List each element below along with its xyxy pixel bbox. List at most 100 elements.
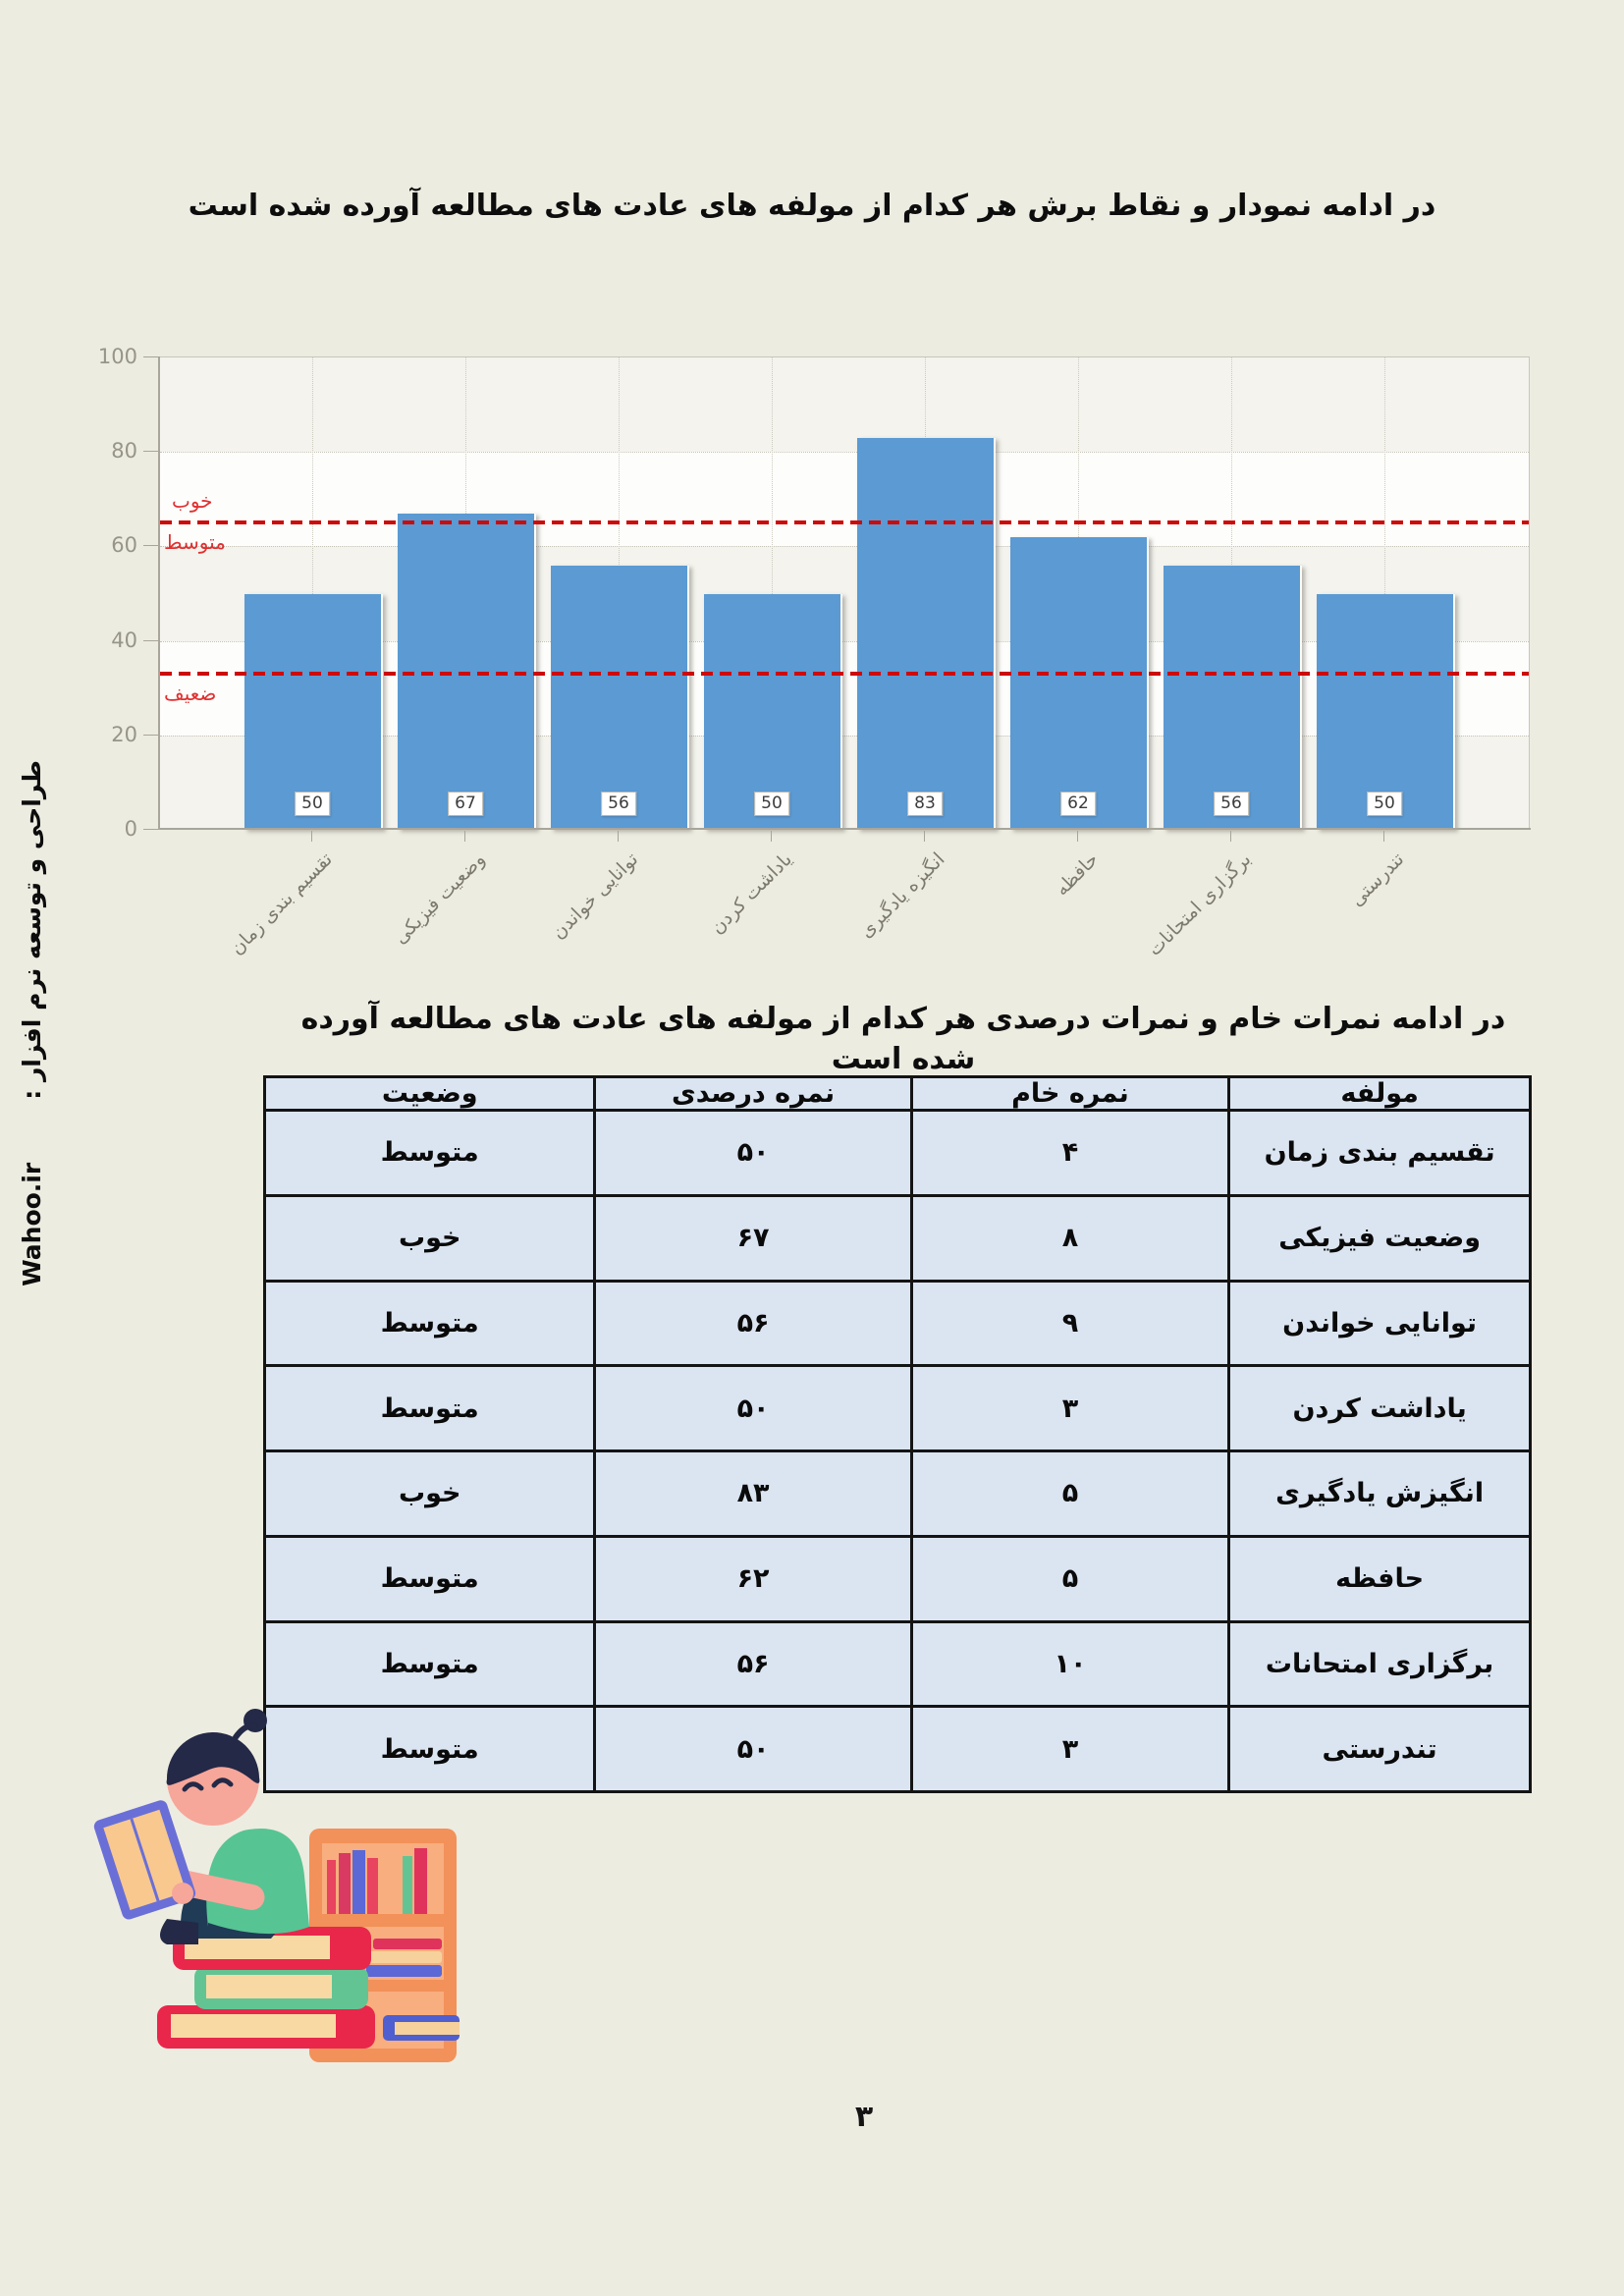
bar-value-label: 83 <box>907 792 943 816</box>
table-cell: ۹ <box>909 1279 1231 1368</box>
table-cell: ۵۰ <box>593 1364 913 1452</box>
x-axis-label: حافظه <box>1050 848 1103 901</box>
x-axis-label: یاداشت کردن <box>706 848 796 939</box>
cut-line <box>160 672 1529 677</box>
bar <box>856 437 996 830</box>
table-cell: برگزاری امتحانات <box>1227 1619 1532 1709</box>
scores-table: مولفه نمره خام نمره درصدی وضعیت تقسیم بندی … <box>262 1075 1532 1793</box>
table-row: وضعیت فیزیکی ۸ ۶۷ خوب <box>262 1193 1532 1283</box>
x-tick-mark <box>618 831 619 842</box>
chart-plot-area: 50 67 56 50 83 62 56 50 خوب متوسط ضعیف <box>159 356 1530 830</box>
chart-section-title: در ادامه نمودار و نقاط برش هر کدام از مو… <box>188 189 1436 223</box>
table-cell: ۵ <box>909 1449 1231 1538</box>
y-tick-mark <box>143 734 158 736</box>
credit-sidebar: طراحی و توسعه نرم افزار : Wahoo.ir <box>10 748 53 1298</box>
bar <box>1316 593 1455 830</box>
table-header-row: مولفه نمره خام نمره درصدی وضعیت <box>262 1075 1532 1112</box>
table-row: توانایی خواندن ۹ ۵۶ متوسط <box>262 1279 1532 1368</box>
x-tick-mark <box>771 831 772 842</box>
table-cell: حافظه <box>1227 1534 1532 1623</box>
table-cell: انگیزش یادگیری <box>1227 1449 1532 1538</box>
bar-value-label: 56 <box>1214 792 1249 816</box>
x-axis-label: تقسیم بندی زمان <box>225 848 337 959</box>
table-cell: تقسیم بندی زمان <box>1227 1109 1532 1197</box>
grid-line-x <box>772 357 773 828</box>
bar <box>550 565 689 830</box>
cut-line-label-below: ضعیف <box>164 682 217 706</box>
y-axis-label: 60 <box>111 533 137 558</box>
grid-line-y <box>160 546 1529 548</box>
bar <box>1009 536 1149 830</box>
y-axis-label: 0 <box>124 817 137 841</box>
reading-child-illustration <box>93 1709 460 2062</box>
table-cell: متوسط <box>262 1279 597 1368</box>
cut-line <box>160 520 1529 525</box>
x-axis-label: وضعیت فیزیکی <box>389 848 490 949</box>
y-tick-mark <box>143 829 158 830</box>
table-cell: ۵۰ <box>593 1705 913 1793</box>
bar-value-label: 50 <box>295 792 330 816</box>
column-header: مولفه <box>1227 1075 1532 1112</box>
y-tick-mark <box>143 356 158 357</box>
y-tick-mark <box>143 451 158 453</box>
y-tick-mark <box>143 639 158 641</box>
bar-value-label: 50 <box>1367 792 1402 816</box>
brand-name: Wahoo.ir <box>17 1162 46 1286</box>
x-tick-mark <box>464 831 465 842</box>
plot-band <box>160 357 1529 453</box>
table-cell: خوب <box>262 1193 597 1283</box>
table-cell: یاداشت کردن <box>1227 1364 1532 1452</box>
credit-text: طراحی و توسعه نرم افزار : <box>17 760 46 1100</box>
cut-line-label-below: متوسط <box>164 530 226 555</box>
bar <box>703 593 842 830</box>
table-cell: خوب <box>262 1449 597 1538</box>
cut-line-label-above: خوب <box>172 489 213 514</box>
table-cell: ۱۰ <box>909 1619 1231 1709</box>
column-header: وضعیت <box>262 1075 597 1112</box>
x-axis-label: انگیزه یادگیری <box>855 848 949 943</box>
bar-value-label: 67 <box>448 792 483 816</box>
bar-value-label: 62 <box>1060 792 1096 816</box>
x-axis-label: تندرستی <box>1346 848 1409 911</box>
y-tick-mark <box>143 545 158 547</box>
bar <box>244 593 383 830</box>
grid-line-y <box>160 640 1529 642</box>
bar <box>1163 565 1302 830</box>
table-body: تقسیم بندی زمان ۴ ۵۰ متوسط وضعیت فیزیکی ۸ ۶۷ خو… <box>262 1109 1532 1793</box>
x-tick-mark <box>1230 831 1231 842</box>
y-axis-label: 100 <box>97 345 137 368</box>
table-cell: متوسط <box>262 1705 597 1793</box>
y-axis-label: 20 <box>111 722 137 746</box>
x-tick-mark <box>1077 831 1078 842</box>
bar <box>397 513 536 830</box>
y-axis-label: 80 <box>111 439 137 464</box>
table-cell: ۶۲ <box>593 1534 913 1623</box>
table-cell: ۵۶ <box>593 1619 913 1709</box>
x-tick-mark <box>924 831 925 842</box>
grid-line-x <box>312 357 313 828</box>
open-book-icon <box>93 1800 196 1920</box>
table-cell: توانایی خواندن <box>1227 1279 1532 1368</box>
table-cell: ۳ <box>909 1705 1231 1793</box>
book-stack-icon <box>157 1927 375 2049</box>
table-cell: ۵۶ <box>593 1279 913 1368</box>
grid-line-y <box>160 452 1529 454</box>
table-cell: متوسط <box>262 1109 597 1197</box>
bar-value-label: 50 <box>754 792 789 816</box>
table-cell: ۵۰ <box>593 1109 913 1197</box>
table-section-title: در ادامه نمرات خام و نمرات درصدی هر کدام… <box>300 1002 1506 1076</box>
y-axis-label: 40 <box>111 628 137 652</box>
table-cell: وضعیت فیزیکی <box>1227 1193 1532 1283</box>
table-row: برگزاری امتحانات ۱۰ ۵۶ متوسط <box>262 1619 1532 1709</box>
x-tick-mark <box>1383 831 1384 842</box>
table-cell: ۳ <box>909 1364 1231 1452</box>
table-row: تقسیم بندی زمان ۴ ۵۰ متوسط <box>262 1109 1532 1197</box>
table-cell: ۵ <box>909 1534 1231 1623</box>
x-axis-label: برگزاری امتحانات <box>1143 848 1256 960</box>
table-cell: متوسط <box>262 1364 597 1452</box>
table-row: حافظه ۵ ۶۲ متوسط <box>262 1534 1532 1623</box>
table-cell: ۴ <box>909 1109 1231 1197</box>
plot-band <box>160 452 1529 547</box>
grid-line-x <box>1384 357 1385 828</box>
